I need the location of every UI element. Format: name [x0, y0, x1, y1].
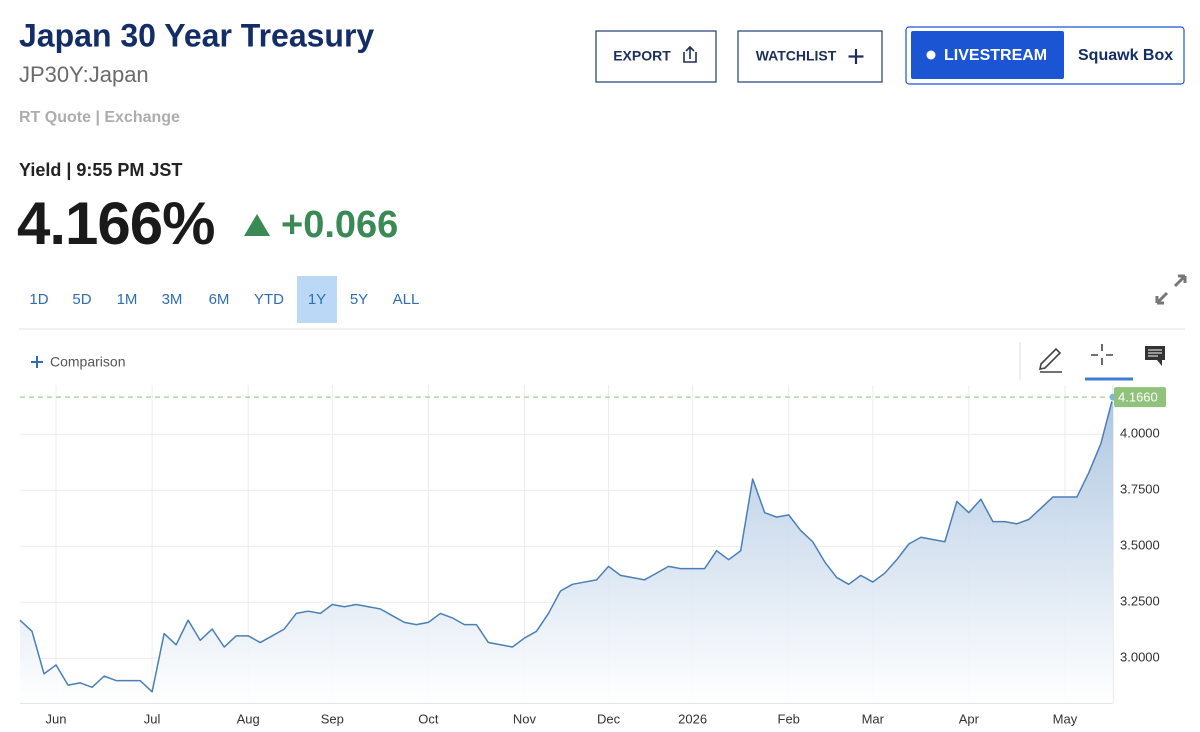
x-tick-label: Jun [46, 711, 67, 726]
x-tick-label: Apr [959, 711, 980, 726]
export-label: EXPORT [613, 48, 671, 64]
export-icon [683, 45, 697, 63]
x-tick-label: Mar [862, 711, 885, 726]
x-tick-label: Sep [321, 711, 344, 726]
plus-icon [848, 49, 864, 64]
range-option[interactable]: 5D [72, 291, 91, 308]
livestream-button[interactable]: LIVESTREAM [911, 31, 1064, 79]
range-option[interactable]: 1Y [308, 291, 326, 308]
x-tick-label: Oct [418, 711, 439, 726]
x-tick-label: May [1053, 711, 1078, 726]
comparison-label[interactable]: Comparison [50, 354, 125, 370]
yield-line [19, 396, 1114, 693]
x-tick-label: Jul [144, 711, 161, 726]
livestream-label: LIVESTREAM [944, 47, 1047, 64]
comparison-plus[interactable] [31, 356, 43, 368]
range-option[interactable]: YTD [254, 291, 284, 308]
range-option[interactable]: 6M [209, 291, 230, 308]
range-option[interactable]: 1D [29, 291, 48, 308]
x-tick-label: Nov [513, 711, 537, 726]
live-dot [926, 50, 936, 60]
y-tick-label: 3.2500 [1120, 594, 1160, 609]
y-tick-label: 4.0000 [1120, 426, 1160, 441]
x-tick-label: Feb [778, 711, 800, 726]
quote-source: RT Quote | Exchange [19, 109, 180, 126]
range-selector: 1D 5D 1M 3M 6M YTD 1Y 5Y ALL [29, 276, 419, 323]
range-option[interactable]: ALL [393, 291, 420, 308]
last-value-label: 4.1660 [1118, 390, 1158, 405]
watchlist-button[interactable]: WATCHLIST [737, 30, 883, 83]
squawk-link[interactable]: Squawk Box [1078, 47, 1173, 64]
title: Japan 30 Year Treasury [19, 17, 374, 53]
range-option[interactable]: 5Y [350, 291, 368, 308]
expand-icon[interactable] [1155, 274, 1187, 305]
x-tick-label: Aug [237, 711, 260, 726]
y-tick-label: 3.0000 [1120, 650, 1160, 665]
area-fill [20, 397, 1113, 703]
up-arrow [244, 214, 270, 236]
symbol: JP30Y:Japan [19, 62, 149, 87]
watchlist-label: WATCHLIST [756, 48, 837, 64]
quote-time: Yield | 9:55 PM JST [19, 160, 182, 180]
last-value-badge [1114, 387, 1166, 408]
y-tick-label: 3.5000 [1120, 538, 1160, 553]
x-tick-label: Dec [597, 711, 621, 726]
draw-icon[interactable] [1038, 347, 1062, 373]
range-selected [297, 276, 337, 323]
change: +0.066 [281, 204, 398, 246]
export-button[interactable]: EXPORT [595, 30, 717, 83]
range-option[interactable]: 1M [117, 291, 138, 308]
x-tick-label: 2026 [678, 711, 707, 726]
comment-lines [1148, 349, 1162, 357]
range-option[interactable]: 3M [162, 291, 183, 308]
price: 4.166% [17, 190, 215, 257]
crosshair-icon[interactable] [1091, 344, 1113, 365]
chart: Jun Jul Aug Sep Oct Nov Dec 2026 Feb Mar Apr May 3.0… [19, 385, 1166, 726]
y-tick-label: 3.7500 [1120, 482, 1160, 497]
